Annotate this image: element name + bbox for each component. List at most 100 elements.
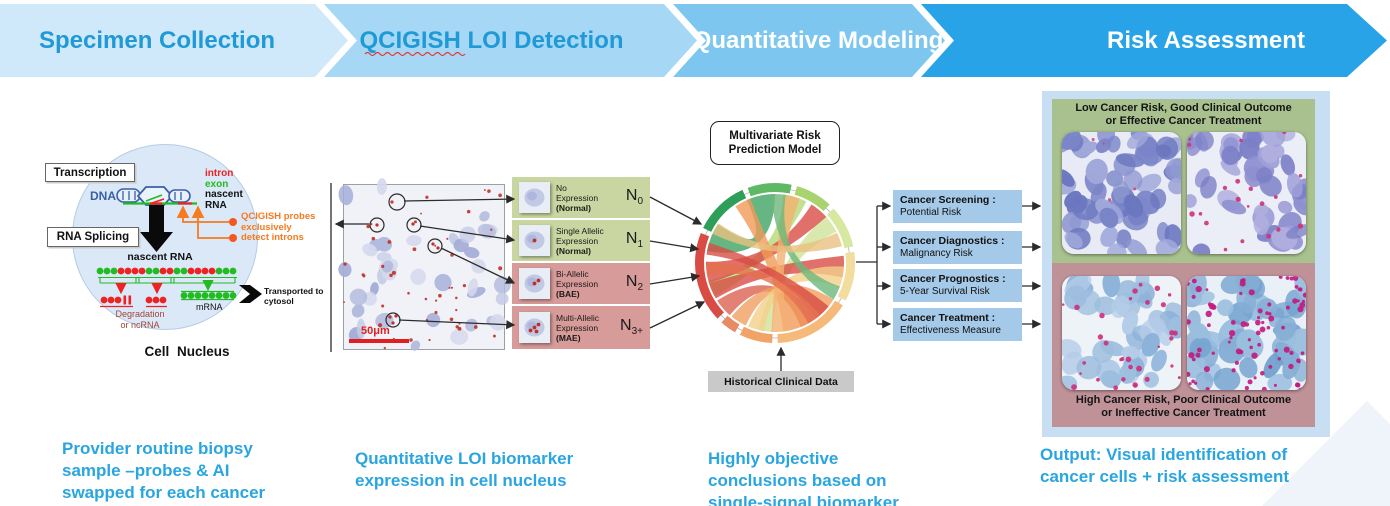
banner-step-qcigish-loi-detection: QCIGISH LOI Detection <box>324 4 697 77</box>
transported-label: Transported to cytosol <box>264 286 324 306</box>
high-risk-title-line1: High Cancer Risk, Poor Clinical Outcome <box>1075 394 1292 406</box>
mrna-label: mRNA <box>196 302 223 312</box>
caption-detection: Quantitative LOI biomarker expression in… <box>355 448 573 492</box>
legend-nascent-line2: RNA <box>205 199 227 211</box>
cell-nucleus-label: Cell Nucleus <box>144 344 230 359</box>
degradation-line2: or ncRNA <box>120 319 160 330</box>
class-qualifier: (Normal) <box>556 245 591 256</box>
banner-step-risk-assessment: Risk Assessment <box>921 4 1387 77</box>
output-title: Cancer Screening : <box>900 194 996 207</box>
banner-step-label: Risk Assessment <box>1107 26 1305 54</box>
low-risk-image-2 <box>1186 132 1306 254</box>
scale-bar <box>349 339 409 343</box>
high-risk-title-line2: or Ineffective Cancer Treatment <box>1101 407 1266 419</box>
output-box-prognostics: Cancer Prognostics : 5-Year Survival Ris… <box>893 269 1022 302</box>
class-line2: Expression <box>556 278 599 289</box>
high-risk-image-2 <box>1186 276 1306 390</box>
caption-line: Quantitative LOI biomarker <box>355 449 574 468</box>
class-qualifier: (Normal) <box>556 202 591 213</box>
output-box-screening: Cancer Screening : Potential Risk <box>893 190 1022 223</box>
caption-line: Provider routine biopsy <box>62 439 253 458</box>
caption-assessment: Output: Visual identification of cancer … <box>1040 444 1289 488</box>
high-risk-panel: High Cancer Risk, Poor Clinical Outcome … <box>1052 263 1315 427</box>
low-risk-image-1 <box>1061 132 1181 254</box>
caption-line: swapped for each cancer <box>62 483 266 502</box>
class-line2: Expression <box>556 235 599 246</box>
output-title: Cancer Treatment : <box>900 312 996 325</box>
caption-specimen: Provider routine biopsy sample –probes &… <box>62 438 265 504</box>
caption-line: conclusions based on <box>708 471 887 490</box>
class-line1: Multi-Allelic <box>556 312 599 323</box>
class-box-n1: Single Allelic Expression (Normal) N1 <box>512 220 650 261</box>
transported-line2: cytosol <box>264 296 294 306</box>
spellcheck-squiggle-underline <box>364 51 466 57</box>
high-risk-image-1 <box>1061 276 1181 390</box>
legend-exon: exon <box>205 179 229 190</box>
cell-thumbnail <box>519 182 550 213</box>
probe-note-line2: exclusively <box>241 221 292 233</box>
degradation-label: Degradation or ncRNA <box>105 309 175 330</box>
legend-nascent-line1: nascent <box>205 189 243 200</box>
caption-line: cancer cells + risk assessment <box>1040 467 1290 486</box>
output-desc: Potential Risk <box>900 206 962 218</box>
low-risk-panel: Low Cancer Risk, Good Clinical Outcome o… <box>1052 99 1315 263</box>
caption-line: sample –probes & AI <box>62 461 230 480</box>
caption-modeling: Highly objective conclusions based on si… <box>708 448 899 506</box>
class-qualifier: (MAE) <box>556 332 581 343</box>
output-box-diagnostics: Cancer Diagnostics : Malignancy Risk <box>893 231 1022 264</box>
assessment-section: Low Cancer Risk, Good Clinical Outcome o… <box>1042 91 1330 437</box>
class-line1: Single Allelic <box>556 225 604 236</box>
probe-note-line3: detect introns <box>241 232 304 243</box>
chord-diagram <box>695 183 855 343</box>
output-title: Cancer Prognostics : <box>900 273 1006 286</box>
class-box-n3: Multi-Allelic Expression (MAE) N3+ <box>512 306 650 349</box>
output-box-treatment: Cancer Treatment : Effectiveness Measure <box>893 308 1022 341</box>
model-title-line1: Multivariate Risk <box>729 130 821 142</box>
nascent-rna-label: nascent RNA <box>127 251 193 263</box>
legend-intron: intron <box>205 168 234 179</box>
class-symbol: N2 <box>625 273 643 294</box>
historical-data-box: Historical Clinical Data <box>708 371 854 392</box>
banner-step-label: QCIGISH LOI Detection <box>359 26 624 54</box>
legend-nascent-rna: nascent RNA <box>205 189 243 211</box>
class-line2: Expression <box>556 192 599 203</box>
class-symbol: N3+ <box>620 317 643 338</box>
output-desc: Malignancy Risk <box>900 247 973 259</box>
cell-thumbnail <box>519 312 550 343</box>
rna-splicing-label: RNA Splicing <box>56 231 130 243</box>
dna-label: DNA <box>90 189 116 203</box>
cell-thumbnail <box>519 268 550 299</box>
low-risk-title-line1: Low Cancer Risk, Good Clinical Outcome <box>1075 102 1292 114</box>
low-risk-title-line2: or Effective Cancer Treatment <box>1105 115 1262 127</box>
output-desc: 5-Year Survival Risk <box>900 285 990 297</box>
transcription-splicing-graphic <box>96 186 262 308</box>
banner-step-quantitative-modeling: Quantitative Modeling <box>673 4 945 77</box>
banner-step-label: Quantitative Modeling <box>692 26 944 54</box>
class-box-n0: No Expression (Normal) N0 <box>512 177 650 218</box>
class-box-n2: Bi-Allelic Expression (BAE) N2 <box>512 263 650 304</box>
caption-line: Highly objective <box>708 449 839 468</box>
class-line2: Expression <box>556 322 599 333</box>
rna-splicing-label-box: RNA Splicing <box>47 227 139 247</box>
model-title-box: Multivariate Risk Prediction Model <box>710 121 840 165</box>
historical-data-label: Historical Clinical Data <box>724 375 838 388</box>
model-title-line2: Prediction Model <box>728 144 822 156</box>
caption-line: Output: Visual identification of <box>1040 445 1288 464</box>
caption-line: single-signal biomarker <box>708 493 899 506</box>
probe-note-line1: QCIGISH probes <box>241 211 316 222</box>
caption-line: expression in cell nucleus <box>355 471 567 490</box>
class-qualifier: (BAE) <box>556 288 580 299</box>
degradation-line1: Degradation <box>115 309 165 319</box>
class-line1: No <box>556 182 567 193</box>
cell-thumbnail <box>519 225 550 256</box>
class-symbol: N0 <box>625 187 643 208</box>
transported-line1: Transported to <box>264 286 324 296</box>
transcription-label: Transcription <box>53 166 127 179</box>
banner-step-label: Specimen Collection <box>38 26 276 54</box>
transcription-label-box: Transcription <box>45 163 135 182</box>
banner-step-specimen-collection: Specimen Collection <box>0 4 348 77</box>
output-desc: Effectiveness Measure <box>900 324 1001 336</box>
class-symbol: N1 <box>625 230 643 251</box>
scale-bar-label: 50μm <box>361 325 390 337</box>
